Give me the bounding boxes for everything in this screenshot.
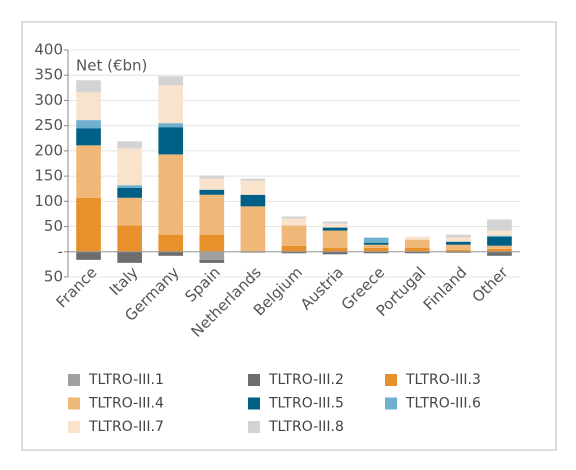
bar-segment [446, 234, 471, 238]
bar-segment [158, 127, 184, 155]
bar-segment [199, 178, 225, 190]
bar-segment [240, 251, 266, 253]
bar-segment [240, 180, 266, 195]
bar-segment [158, 234, 184, 252]
bar-segment [322, 221, 348, 224]
bar-segment [322, 230, 348, 248]
bar-segment [199, 234, 225, 252]
legend-swatch [385, 374, 397, 386]
x-tick-label: Italy [106, 263, 142, 299]
bar-segment [281, 251, 307, 254]
bar-segment [322, 227, 348, 231]
bar-segment [199, 175, 225, 179]
bar-segment [117, 187, 142, 198]
bar-segment [76, 128, 101, 146]
bar-segment [363, 237, 389, 243]
y-tick-label: 50 [44, 217, 63, 235]
y-tick-label: 250 [34, 116, 63, 134]
bar-segment [117, 141, 142, 149]
legend-label: TLTRO-III.6 [405, 396, 481, 412]
y-tick-label: 300 [34, 91, 63, 109]
bar-segment [404, 236, 430, 240]
bar-segment [76, 120, 101, 129]
y-tick-label: 350 [34, 66, 63, 84]
x-tick-label: Austria [297, 263, 347, 313]
legend-label: TLTRO-III.8 [268, 419, 344, 435]
frame [21, 21, 557, 451]
bar-segment [158, 123, 184, 128]
bar-segment [446, 249, 471, 252]
bar-segment [240, 178, 266, 181]
legend-label: TLTRO-III.7 [88, 419, 164, 435]
legend-swatch [68, 374, 80, 386]
bar-segment [281, 216, 307, 219]
bar-segment [240, 194, 266, 207]
bar-segment [404, 239, 430, 248]
y-tick-label: 150 [34, 167, 63, 185]
bar-segment [322, 247, 348, 252]
bar-segment [281, 225, 307, 246]
bar-segment [487, 219, 512, 231]
bar-segment [363, 251, 389, 254]
bar-segment [281, 218, 307, 226]
bar-segment [117, 225, 142, 252]
bar-segment [446, 237, 471, 242]
bar-segment [487, 251, 512, 256]
bar-segment [158, 76, 184, 86]
bar-segment [322, 223, 348, 228]
legend-swatch [68, 421, 80, 433]
legend-label: TLTRO-III.1 [88, 372, 164, 388]
bar-segment [446, 244, 471, 250]
bar-segment [363, 244, 389, 248]
legend-label: TLTRO-III.5 [268, 396, 344, 412]
bar-segment [158, 251, 184, 256]
bar-segment [487, 245, 512, 249]
legend-swatch [385, 397, 397, 410]
legend-swatch [68, 397, 80, 410]
y-axis-label: Net (€bn) [76, 57, 147, 75]
bar-segment [363, 242, 389, 245]
bar-segment [281, 245, 307, 252]
y-tick-label: - [58, 242, 63, 260]
bar-segment [76, 145, 101, 198]
y-tick-label: 100 [34, 192, 63, 210]
bar-segment [487, 230, 512, 236]
bar-segment [76, 197, 101, 252]
y-tick-label: 200 [34, 141, 63, 159]
legend-label: TLTRO-III.3 [405, 372, 481, 388]
legend-swatch [248, 397, 260, 410]
bar-segment [322, 251, 348, 255]
bar-segment [76, 251, 101, 260]
legend-label: TLTRO-III.4 [88, 396, 164, 412]
bar-segment [158, 85, 184, 124]
bar-segment [199, 259, 225, 263]
bar-segment [363, 247, 389, 252]
bar-segment [117, 197, 142, 226]
x-tick-label: Other [469, 263, 512, 306]
bar-segment [117, 148, 142, 186]
bar-segment [199, 194, 225, 235]
y-tick-label: 50 [44, 268, 63, 286]
bar-segment [76, 80, 101, 93]
bar-segment [199, 251, 225, 260]
bar-segment [240, 206, 266, 252]
bar-segment [117, 185, 142, 188]
bar-segment [487, 248, 512, 252]
legend-swatch [248, 374, 260, 386]
bar-segment [199, 189, 225, 195]
x-tick-label: Finland [420, 263, 471, 314]
legend-swatch [248, 421, 260, 433]
bar-segment [446, 251, 471, 253]
bar-segment [404, 251, 430, 254]
legend-label: TLTRO-III.2 [268, 372, 344, 388]
bar-segment [117, 251, 142, 263]
bar-segment [404, 247, 430, 252]
bar-segment [487, 235, 512, 237]
bar-segment [487, 236, 512, 246]
bar-segment [158, 154, 184, 235]
bar-segment [76, 92, 101, 121]
y-tick-label: 400 [34, 41, 63, 59]
bar-segment [446, 241, 471, 245]
